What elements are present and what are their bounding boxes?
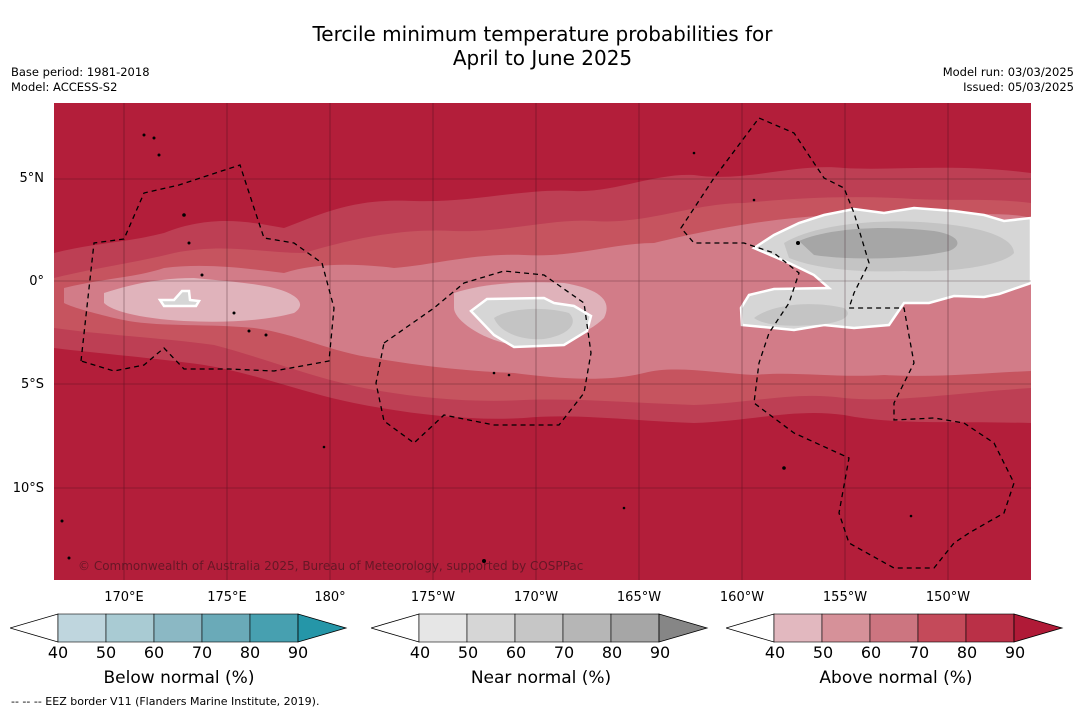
below-tick: 90 xyxy=(287,643,309,662)
near-colorbar-high-extend xyxy=(658,613,709,643)
below-colorbar-segment xyxy=(201,613,251,643)
near-tick: 40 xyxy=(409,643,431,662)
lon-label-160w: 160°W xyxy=(719,590,765,605)
near-colorbar-low-extend xyxy=(371,613,420,643)
eez-footnote: -- -- -- EEZ border V11 (Flanders Marine… xyxy=(11,695,320,708)
near-tick: 50 xyxy=(457,643,479,662)
above-colorbar-segment xyxy=(773,613,823,643)
colorbar-below-title: Below normal (%) xyxy=(103,668,255,688)
above-tick: 50 xyxy=(812,643,834,662)
near-tick: 60 xyxy=(505,643,527,662)
below-colorbar-segment xyxy=(57,613,107,643)
below-tick: 50 xyxy=(95,643,117,662)
above-colorbar-segment xyxy=(917,613,967,643)
near-normal-central-core xyxy=(494,308,573,340)
colorbar-above xyxy=(726,613,1064,643)
model-run: Model run: 03/03/2025 xyxy=(942,65,1074,79)
lon-label-155w: 155°W xyxy=(822,590,868,605)
above-tick: 60 xyxy=(860,643,882,662)
colorbar-near-title: Near normal (%) xyxy=(470,668,612,688)
lon-label-165w: 165°W xyxy=(616,590,662,605)
title-line-2: April to June 2025 xyxy=(452,46,633,70)
above-tick: 40 xyxy=(764,643,786,662)
meta-left: Base period: 1981-2018 Model: ACCESS-S2 xyxy=(11,65,150,95)
near-tick: 80 xyxy=(601,643,623,662)
below-tick: 70 xyxy=(191,643,213,662)
lon-label-175w: 175°W xyxy=(410,590,456,605)
colorbar-above-title: Above normal (%) xyxy=(819,668,973,688)
below-colorbar-low-extend xyxy=(10,613,59,643)
above-colorbar-high-extend xyxy=(1013,613,1064,643)
near-colorbar-segment xyxy=(562,613,612,643)
above-tick: 70 xyxy=(908,643,930,662)
lon-label-150w: 150°W xyxy=(925,590,971,605)
below-colorbar-high-extend xyxy=(297,613,348,643)
lat-label-5n: 5°N xyxy=(19,171,45,186)
band-80-90 xyxy=(104,278,301,322)
lon-label-175e: 175°E xyxy=(207,590,247,605)
below-tick: 40 xyxy=(47,643,69,662)
lon-label-170e: 170°E xyxy=(104,590,144,605)
above-colorbar-segment xyxy=(869,613,919,643)
near-colorbar-segment xyxy=(514,613,564,643)
gridlines xyxy=(54,103,1031,580)
above-tick: 90 xyxy=(1004,643,1026,662)
below-tick: 80 xyxy=(239,643,261,662)
eez-kiribati-line xyxy=(680,117,1015,569)
eez-kiribati-phoenix xyxy=(375,270,592,444)
copyright-text: © Commonwealth of Australia 2025, Bureau… xyxy=(78,559,584,573)
near-colorbar-segment xyxy=(418,613,468,643)
lat-label-0: 0° xyxy=(29,274,44,289)
eez-kiribati-gilbert xyxy=(80,164,335,372)
near-normal-east-max xyxy=(799,228,958,259)
lat-label-5s: 5°S xyxy=(20,377,44,392)
model-name: Model: ACCESS-S2 xyxy=(11,80,118,94)
near-colorbar-segment xyxy=(610,613,660,643)
base-period: Base period: 1981-2018 xyxy=(11,65,150,79)
lon-label-180: 180° xyxy=(314,590,346,605)
above-colorbar-low-extend xyxy=(726,613,775,643)
lat-label-10s: 10°S xyxy=(12,481,44,496)
chart-title: Tercile minimum temperature probabilitie… xyxy=(0,22,1085,70)
near-normal-west xyxy=(157,289,202,308)
islands xyxy=(60,133,913,563)
meta-right: Model run: 03/03/2025 Issued: 05/03/2025 xyxy=(943,65,1074,95)
colorbar-near xyxy=(371,613,709,643)
probability-map xyxy=(54,103,1031,580)
above-tick: 80 xyxy=(956,643,978,662)
near-tick: 90 xyxy=(649,643,671,662)
above-colorbar-segment xyxy=(965,613,1015,643)
below-colorbar-segment xyxy=(153,613,203,643)
colorbar-below xyxy=(10,613,348,643)
above-colorbar-segment xyxy=(821,613,871,643)
near-tick: 70 xyxy=(553,643,575,662)
near-colorbar-segment xyxy=(466,613,516,643)
below-tick: 60 xyxy=(143,643,165,662)
issued-date: Issued: 05/03/2025 xyxy=(963,80,1074,94)
below-colorbar-segment xyxy=(249,613,299,643)
eez-borders xyxy=(80,117,1015,569)
title-line-1: Tercile minimum temperature probabilitie… xyxy=(312,22,773,46)
lon-label-170w: 170°W xyxy=(513,590,559,605)
below-colorbar-segment xyxy=(105,613,155,643)
